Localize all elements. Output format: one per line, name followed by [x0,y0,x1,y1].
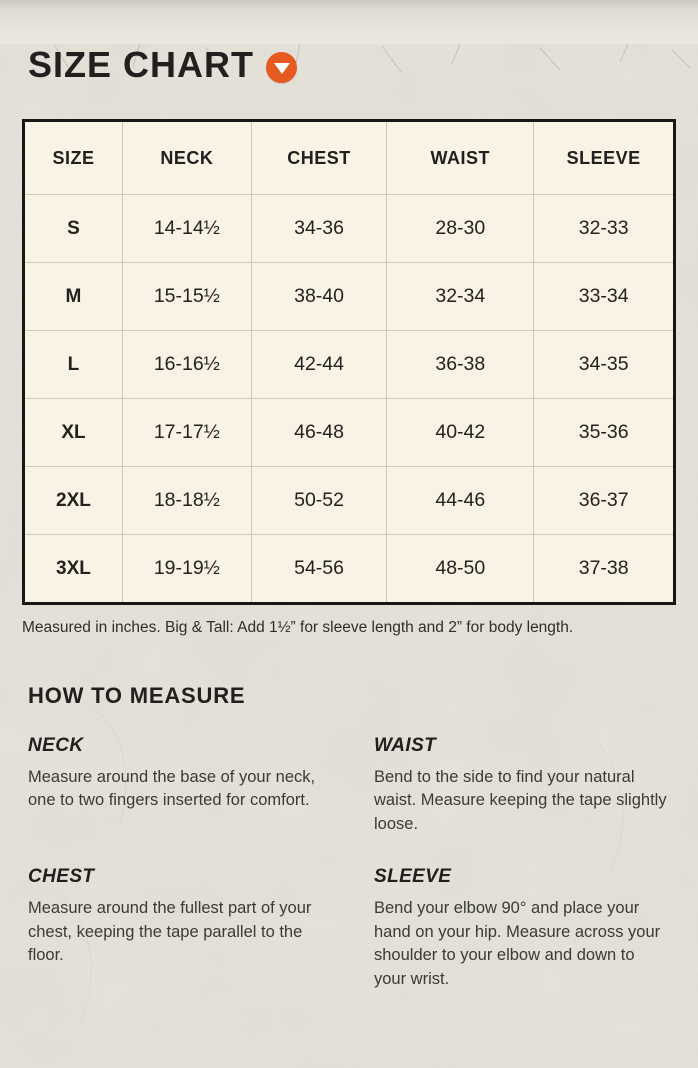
how-to-measure-heading: HOW TO MEASURE [28,683,246,708]
col-header-waist: WAIST [386,120,535,195]
cell-neck: 18-18½ [121,466,252,535]
cell-chest: 46-48 [250,398,388,467]
cell-sleeve: 34-35 [533,330,675,399]
table-header-row: SIZE NECK CHEST WAIST SLEEVE [23,120,675,195]
cell-chest: 34-36 [250,194,388,263]
cell-sleeve: 37-38 [533,534,675,604]
cell-size: M [23,262,123,331]
cell-waist: 28-30 [386,194,535,263]
col-header-chest: CHEST [250,120,388,195]
cell-neck: 19-19½ [121,534,252,604]
cell-size: 3XL [23,534,123,604]
section-label: SLEEVE [374,866,452,888]
measure-section-neck: NECK Measure around the base of your nec… [28,735,324,836]
cell-waist: 40-42 [386,398,535,467]
page-title: SIZE CHART [28,44,254,85]
table-footnote: Measured in inches. Big & Tall: Add 1½” … [22,619,574,636]
cell-size: XL [23,398,123,467]
section-text: Measure around the base of your neck, on… [28,768,316,810]
section-label: CHEST [28,866,95,888]
cell-chest: 42-44 [250,330,388,399]
section-text: Measure around the fullest part of your … [28,899,312,965]
table-row: L 16-16½ 42-44 36-38 34-35 [23,330,675,399]
section-text: Bend to the side to find your natural wa… [374,768,667,833]
measure-section-chest: CHEST Measure around the fullest part of… [28,866,324,991]
size-table: SIZE NECK CHEST WAIST SLEEVE S 14-14½ 34… [22,119,676,605]
measure-sections: NECK Measure around the base of your nec… [28,735,670,991]
cell-sleeve: 36-37 [533,466,675,535]
section-text: Bend your elbow 90° and place your hand … [374,899,661,988]
size-chart-page: SIZE CHART SIZE NECK CHEST WAIST SLEEVE … [0,44,698,991]
cell-neck: 16-16½ [121,330,252,399]
col-header-size: SIZE [23,120,123,195]
measure-section-sleeve: SLEEVE Bend your elbow 90° and place you… [374,866,670,991]
cell-chest: 50-52 [250,466,388,535]
cell-waist: 32-34 [386,262,535,331]
table-row: S 14-14½ 34-36 28-30 32-33 [23,194,675,263]
cell-neck: 17-17½ [121,398,252,467]
table-row: M 15-15½ 38-40 32-34 33-34 [23,262,675,331]
cell-waist: 36-38 [386,330,535,399]
section-label: WAIST [374,735,437,756]
cell-waist: 48-50 [386,534,535,604]
section-label: NECK [28,735,84,756]
expand-toggle-icon [266,51,297,83]
col-header-neck: NECK [121,120,252,195]
table-row: 2XL 18-18½ 50-52 44-46 36-37 [23,466,675,535]
page-header: SIZE CHART [28,44,698,86]
cell-size: S [23,194,123,263]
table-row: XL 17-17½ 46-48 40-42 35-36 [23,398,675,467]
col-header-sleeve: SLEEVE [533,120,675,195]
cell-sleeve: 32-33 [533,194,675,263]
cell-size: 2XL [23,466,123,535]
cell-size: L [23,330,123,399]
cell-chest: 54-56 [250,534,388,604]
measure-section-waist: WAIST Bend to the side to find your natu… [374,735,670,836]
cell-sleeve: 35-36 [533,398,675,467]
table-row: 3XL 19-19½ 54-56 48-50 37-38 [23,534,675,604]
cell-chest: 38-40 [250,262,388,331]
cell-sleeve: 33-34 [533,262,675,331]
cell-neck: 15-15½ [121,262,252,331]
cell-neck: 14-14½ [121,194,252,263]
triangle-down-icon [273,62,290,74]
cell-waist: 44-46 [386,466,535,535]
